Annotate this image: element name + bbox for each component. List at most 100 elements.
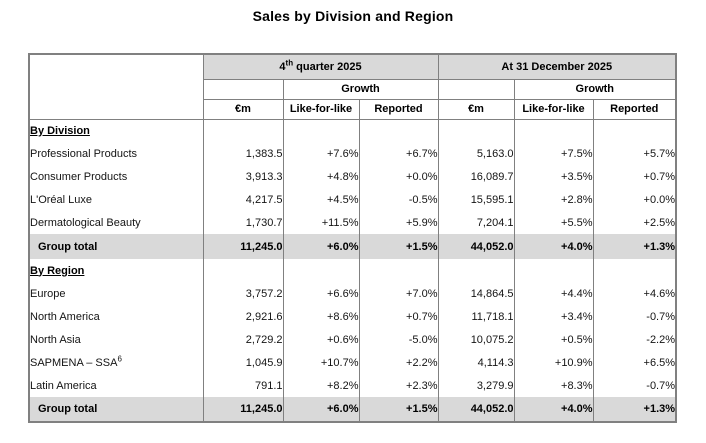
- section-row-by-division: By Division: [28, 119, 677, 142]
- q4-label: 4: [279, 60, 286, 73]
- cell-fy-eur-m: 5,163.0: [437, 142, 515, 165]
- growth-header-q4: Growth: [282, 79, 439, 100]
- cell-q4-eur-m: 1,045.9: [202, 351, 284, 374]
- cell-fy-lfl: +3.5%: [513, 165, 594, 188]
- cell-fy-reported: +4.6%: [592, 282, 677, 305]
- row-label: Dermatological Beauty: [28, 211, 204, 234]
- cell-q4-reported: +0.7%: [358, 305, 439, 328]
- sales-table-container: 4th quarter 2025 At 31 December 2025 Gro…: [28, 53, 706, 423]
- cell-fy-reported: +6.5%: [592, 351, 677, 374]
- row-label: L'Oréal Luxe: [28, 188, 204, 211]
- row-label: Professional Products: [28, 142, 204, 165]
- cell-q4-reported: +7.0%: [358, 282, 439, 305]
- cell-q4-reported: +1.5%: [358, 397, 439, 422]
- corner-blank-cell: [28, 54, 204, 120]
- cell-fy-eur-m: 14,864.5: [437, 282, 515, 305]
- cell-fy-reported: -0.7%: [592, 374, 677, 397]
- cell-fy-reported: +0.0%: [592, 188, 677, 211]
- cell-q4-eur-m: 1,730.7: [202, 211, 284, 234]
- cell-fy-lfl: +4.0%: [513, 234, 594, 259]
- cell-q4-lfl: +8.2%: [282, 374, 360, 397]
- row-label: Europe: [28, 282, 204, 305]
- cell-q4-reported: +6.7%: [358, 142, 439, 165]
- data-row-professional-products: Professional Products 1,383.5 +7.6% +6.7…: [28, 142, 677, 165]
- cell-q4-eur-m: 2,729.2: [202, 328, 284, 351]
- cell-q4-reported: +5.9%: [358, 211, 439, 234]
- cell-fy-lfl: +8.3%: [513, 374, 594, 397]
- cell-fy-reported: -0.7%: [592, 305, 677, 328]
- cell-fy-eur-m: 44,052.0: [437, 234, 515, 259]
- section-label: By Region: [28, 259, 204, 282]
- cell-q4-reported: +2.2%: [358, 351, 439, 374]
- cell-q4-eur-m: 4,217.5: [202, 188, 284, 211]
- q4-superscript: th: [285, 58, 294, 68]
- cell-fy-reported: +5.7%: [592, 142, 677, 165]
- unit-header-eur-m-q4: €m: [202, 99, 284, 120]
- data-row-sapmena-ssa: SAPMENA – SSA6 1,045.9 +10.7% +2.2% 4,11…: [28, 351, 677, 374]
- unit-header-reported-q4: Reported: [358, 99, 439, 120]
- cell-fy-eur-m: 4,114.3: [437, 351, 515, 374]
- unit-header-like-for-like-fy: Like-for-like: [513, 99, 594, 120]
- cell-fy-eur-m: 11,718.1: [437, 305, 515, 328]
- cell-fy-eur-m: 16,089.7: [437, 165, 515, 188]
- cell-q4-eur-m: 1,383.5: [202, 142, 284, 165]
- cell-q4-lfl: +11.5%: [282, 211, 360, 234]
- header-row-periods: 4th quarter 2025 At 31 December 2025: [28, 54, 677, 120]
- row-label: Latin America: [28, 374, 204, 397]
- data-row-loreal-luxe: L'Oréal Luxe 4,217.5 +4.5% -0.5% 15,595.…: [28, 188, 677, 211]
- data-row-europe: Europe 3,757.2 +6.6% +7.0% 14,864.5 +4.4…: [28, 282, 677, 305]
- unit-header-eur-m-fy: €m: [437, 99, 515, 120]
- cell-fy-lfl: +5.5%: [513, 211, 594, 234]
- blank-cell: [202, 79, 284, 100]
- row-label: SAPMENA – SSA6: [28, 351, 204, 374]
- unit-header-like-for-like-q4: Like-for-like: [282, 99, 360, 120]
- section-row-by-region: By Region: [28, 259, 677, 282]
- cell-q4-lfl: +6.6%: [282, 282, 360, 305]
- cell-q4-lfl: +10.7%: [282, 351, 360, 374]
- cell-q4-reported: -0.5%: [358, 188, 439, 211]
- row-label: Consumer Products: [28, 165, 204, 188]
- blank-cell: [437, 79, 515, 100]
- cell-q4-eur-m: 11,245.0: [202, 397, 284, 422]
- data-row-consumer-products: Consumer Products 3,913.3 +4.8% +0.0% 16…: [28, 165, 677, 188]
- cell-fy-lfl: +3.4%: [513, 305, 594, 328]
- total-row-division: Group total 11,245.0 +6.0% +1.5% 44,052.…: [28, 234, 677, 259]
- cell-q4-lfl: +7.6%: [282, 142, 360, 165]
- cell-q4-lfl: +4.8%: [282, 165, 360, 188]
- cell-q4-eur-m: 3,913.3: [202, 165, 284, 188]
- cell-fy-reported: -2.2%: [592, 328, 677, 351]
- total-row-region: Group total 11,245.0 +6.0% +1.5% 44,052.…: [28, 397, 677, 422]
- cell-fy-lfl: +7.5%: [513, 142, 594, 165]
- cell-q4-lfl: +6.0%: [282, 397, 360, 422]
- unit-header-reported-fy: Reported: [592, 99, 677, 120]
- cell-q4-lfl: +6.0%: [282, 234, 360, 259]
- cell-fy-eur-m: 44,052.0: [437, 397, 515, 422]
- cell-q4-lfl: +4.5%: [282, 188, 360, 211]
- data-row-latin-america: Latin America 791.1 +8.2% +2.3% 3,279.9 …: [28, 374, 677, 397]
- header-row-growth: Growth Growth: [29, 79, 677, 100]
- row-label: North Asia: [28, 328, 204, 351]
- cell-q4-eur-m: 3,757.2: [202, 282, 284, 305]
- cell-fy-reported: +1.3%: [592, 397, 677, 422]
- row-label-text: SAPMENA – SSA: [30, 356, 118, 369]
- page-title: Sales by Division and Region: [252, 8, 454, 24]
- header-row-units: €m Like-for-like Reported €m Like-for-li…: [29, 99, 677, 120]
- cell-fy-reported: +2.5%: [592, 211, 677, 234]
- cell-fy-eur-m: 3,279.9: [437, 374, 515, 397]
- cell-q4-eur-m: 11,245.0: [202, 234, 284, 259]
- q4-label-rest: quarter 2025: [293, 60, 362, 73]
- footnote-superscript: 6: [117, 353, 122, 363]
- cell-fy-lfl: +4.4%: [513, 282, 594, 305]
- cell-fy-reported: +0.7%: [592, 165, 677, 188]
- cell-q4-reported: +0.0%: [358, 165, 439, 188]
- cell-q4-lfl: +0.6%: [282, 328, 360, 351]
- cell-q4-lfl: +8.6%: [282, 305, 360, 328]
- data-row-north-america: North America 2,921.6 +8.6% +0.7% 11,718…: [28, 305, 677, 328]
- cell-fy-lfl: +0.5%: [513, 328, 594, 351]
- sales-table: 4th quarter 2025 At 31 December 2025 Gro…: [28, 53, 678, 423]
- cell-fy-lfl: +4.0%: [513, 397, 594, 422]
- section-label: By Division: [28, 119, 204, 142]
- data-row-north-asia: North Asia 2,729.2 +0.6% -5.0% 10,075.2 …: [28, 328, 677, 351]
- cell-q4-eur-m: 2,921.6: [202, 305, 284, 328]
- row-label: Group total: [28, 234, 204, 259]
